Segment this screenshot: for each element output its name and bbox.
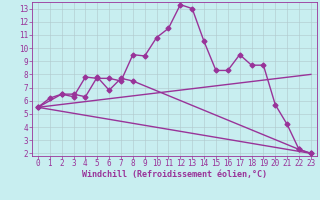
X-axis label: Windchill (Refroidissement éolien,°C): Windchill (Refroidissement éolien,°C) — [82, 170, 267, 179]
